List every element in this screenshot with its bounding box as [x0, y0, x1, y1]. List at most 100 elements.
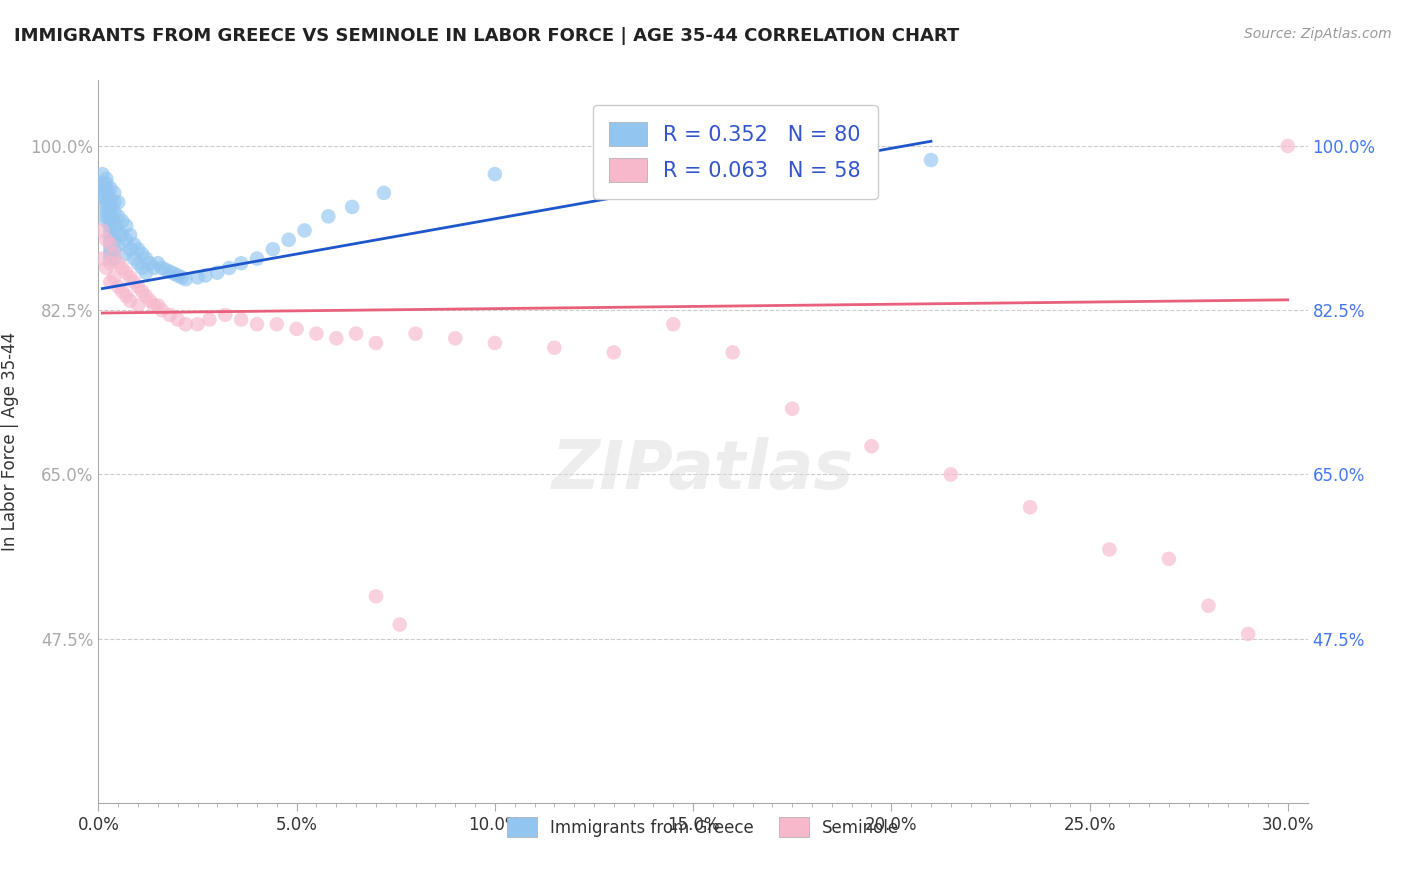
Point [603, 345, 626, 359]
Point [107, 210, 129, 224]
Point [98, 275, 121, 289]
Point [246, 318, 269, 332]
Point [103, 242, 125, 256]
Point [98, 237, 121, 252]
Point [91, 252, 114, 266]
Point [115, 219, 138, 233]
Point [1157, 551, 1180, 566]
Point [131, 285, 153, 299]
Point [91, 190, 114, 204]
Point [120, 270, 142, 285]
Point [340, 200, 363, 214]
Point [305, 326, 328, 341]
Point [115, 289, 138, 303]
Point [131, 247, 153, 261]
Point [103, 186, 125, 200]
Point [120, 228, 142, 243]
Point [107, 237, 129, 252]
Point [103, 195, 125, 210]
Point [444, 331, 467, 345]
Point [198, 312, 221, 326]
Point [98, 204, 121, 219]
Point [231, 312, 253, 326]
Point [122, 275, 145, 289]
Point [135, 289, 157, 303]
Point [139, 293, 162, 308]
Point [96, 171, 118, 186]
Point [186, 318, 208, 332]
Point [98, 195, 121, 210]
Point [543, 341, 565, 355]
Point [91, 223, 114, 237]
Point [146, 256, 169, 270]
Point [364, 336, 387, 351]
Point [294, 223, 316, 237]
Point [155, 262, 177, 277]
Point [107, 223, 129, 237]
Point [135, 266, 157, 280]
Point [98, 247, 121, 261]
Point [98, 252, 121, 266]
Point [107, 256, 129, 270]
Point [96, 260, 118, 275]
Point [98, 214, 121, 228]
Point [120, 293, 142, 308]
Point [96, 195, 118, 210]
Point [96, 233, 118, 247]
Point [103, 252, 125, 266]
Point [98, 228, 121, 243]
Point [285, 322, 308, 336]
Point [111, 228, 134, 243]
Point [142, 298, 165, 312]
Point [266, 318, 288, 332]
Point [127, 279, 149, 293]
Point [218, 260, 240, 275]
Point [150, 260, 173, 275]
Point [388, 617, 411, 632]
Point [98, 233, 121, 247]
Point [159, 265, 181, 279]
Point [364, 590, 387, 604]
Point [98, 190, 121, 204]
Point [146, 298, 169, 312]
Point [344, 326, 367, 341]
Point [159, 308, 181, 322]
Point [96, 214, 118, 228]
Point [207, 266, 229, 280]
Point [721, 345, 744, 359]
Point [127, 298, 149, 312]
Point [96, 186, 118, 200]
Point [103, 223, 125, 237]
Point [405, 326, 427, 341]
Point [194, 268, 217, 283]
Point [98, 242, 121, 256]
Point [150, 303, 173, 318]
Point [98, 200, 121, 214]
Point [318, 210, 340, 224]
Point [103, 270, 125, 285]
Text: IMMIGRANTS FROM GREECE VS SEMINOLE IN LABOR FORCE | AGE 35-44 CORRELATION CHART: IMMIGRANTS FROM GREECE VS SEMINOLE IN LA… [14, 27, 959, 45]
Point [91, 167, 114, 181]
Point [103, 247, 125, 261]
Point [135, 252, 157, 266]
Point [860, 439, 883, 453]
Point [111, 214, 134, 228]
Point [246, 252, 269, 266]
Point [115, 247, 138, 261]
Point [262, 242, 284, 256]
Point [127, 256, 149, 270]
Point [98, 210, 121, 224]
Point [214, 308, 236, 322]
Point [131, 260, 153, 275]
Point [120, 242, 142, 256]
Point [1198, 599, 1220, 613]
Point [115, 266, 138, 280]
Point [107, 279, 129, 293]
Point [484, 336, 506, 351]
Legend: Immigrants from Greece, Seminole: Immigrants from Greece, Seminole [498, 809, 908, 845]
Point [139, 256, 162, 270]
Point [96, 210, 118, 224]
Point [111, 260, 134, 275]
Point [115, 233, 138, 247]
Point [96, 200, 118, 214]
